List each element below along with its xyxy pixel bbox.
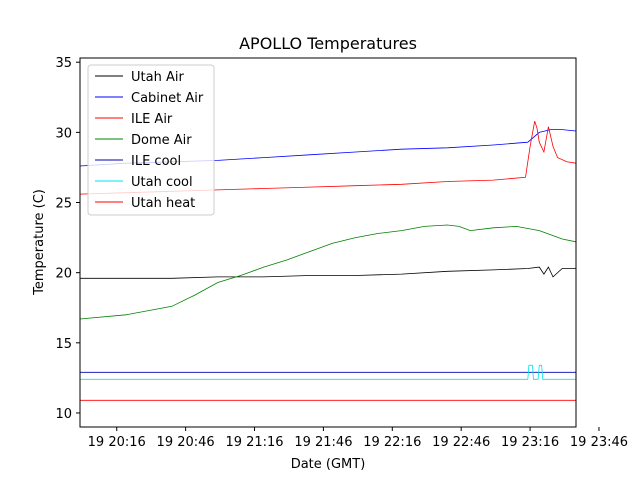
y-tick-label: 30 (55, 126, 72, 141)
y-tick-label: 20 (55, 267, 72, 282)
plot-area (79, 57, 577, 428)
legend-label: ILE cool (131, 154, 181, 169)
x-axis: 19 20:16 19 20:46 19 21:16 19 21:46 19 22:16… (88, 427, 628, 450)
x-tick-label: 19 23:46 (570, 435, 628, 450)
x-tick-label: 19 23:16 (501, 435, 559, 450)
legend-label: ILE Air (131, 112, 173, 127)
legend-frame (87, 64, 215, 216)
x-tick-label: 19 21:46 (294, 435, 352, 450)
x-tick-label: 19 22:46 (432, 435, 490, 450)
x-tick-label: 19 20:46 (157, 435, 215, 450)
x-tick-label: 19 20:16 (88, 435, 146, 450)
chart-title: APOLLO Temperatures (239, 34, 417, 53)
y-tick-label: 10 (55, 407, 72, 422)
y-axis: 10 15 20 25 30 35 (55, 56, 80, 422)
y-tick-label: 35 (55, 56, 72, 71)
y-tick-label: 15 (55, 337, 72, 352)
legend-label: Utah heat (131, 196, 195, 211)
series-line-utah-air (80, 266, 576, 279)
x-tick-label: 19 22:16 (363, 435, 421, 450)
x-tick-label: 19 21:16 (225, 435, 283, 450)
y-axis-label: Temperature (C) (32, 189, 47, 296)
x-axis-label: Date (GMT) (291, 457, 366, 472)
legend-label: Cabinet Air (131, 91, 204, 106)
series-line-dome-air (80, 224, 576, 320)
y-tick-label: 25 (55, 197, 72, 212)
series-line-ile-air (80, 120, 576, 195)
series-line-utah-cool (80, 364, 576, 380)
legend-label: Utah Air (131, 70, 184, 85)
plot-frame (79, 57, 577, 428)
legend-label: Dome Air (131, 133, 192, 148)
legend-label: Utah cool (131, 175, 193, 190)
legend: Utah Air Cabinet Air ILE Air Dome Air ILE co… (87, 64, 215, 216)
